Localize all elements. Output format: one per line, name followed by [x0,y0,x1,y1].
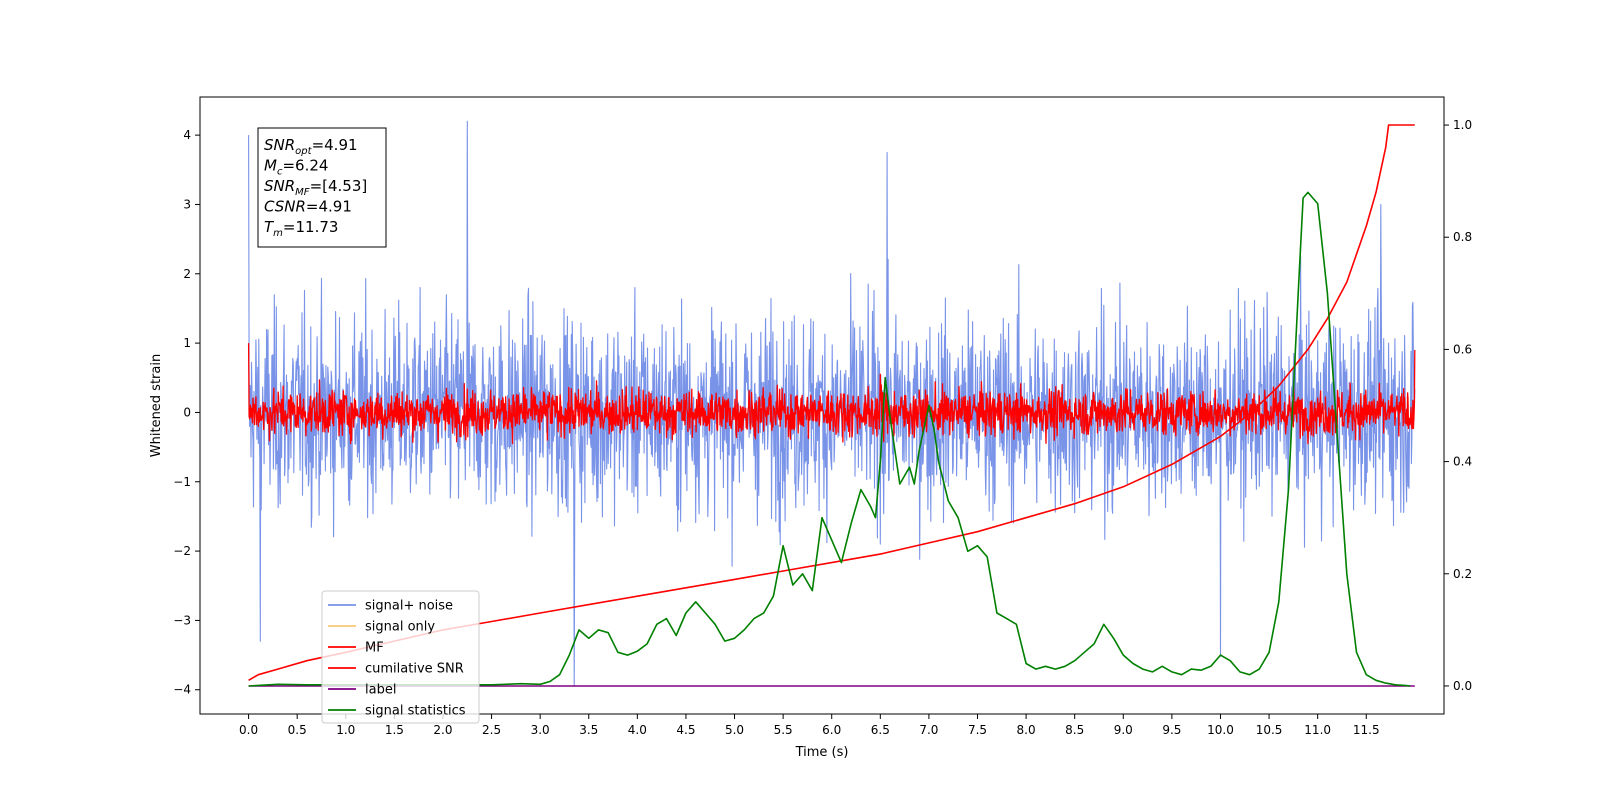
legend-label-mf: MF [365,641,384,656]
y-left-tick-label: −3 [173,613,191,627]
y-left-tick-label: 1 [183,336,191,350]
x-tick-label: 10.5 [1256,723,1283,737]
annotation-line: Tm=11.73 [264,218,338,239]
legend-label-cumilative-snr: cumilative SNR [365,662,464,677]
y-right-tick-label: 0.4 [1453,455,1472,469]
x-tick-label: 9.0 [1114,723,1133,737]
y-axis-left: −4 −3 −2 −1 0 1 2 3 4 [173,128,200,697]
x-tick-label: 1.5 [385,723,404,737]
annotation-line: CSNR=4.91 [264,198,352,216]
annotation-frame [257,127,387,248]
x-tick-label: 3.0 [531,723,550,737]
legend-label-signal-only: signal only [365,620,435,635]
x-tick-label: 9.5 [1162,723,1181,737]
x-tick-label: 0.5 [288,723,307,737]
y-right-tick-label: 0.0 [1453,679,1472,693]
x-tick-label: 10.0 [1207,723,1234,737]
x-tick-label: 5.0 [725,723,744,737]
y-left-tick-label: 4 [183,128,191,142]
x-tick-label: 7.0 [919,723,938,737]
y-left-tick-label: −1 [173,475,191,489]
y-left-tick-label: 0 [183,405,191,419]
x-tick-label: 4.0 [628,723,647,737]
legend-label-label: label [365,683,396,698]
annotation-line: SNRMF=[4.53] [264,177,367,198]
y-right-tick-label: 0.6 [1453,342,1472,356]
series-line-mf [247,343,1416,445]
x-tick-label: 0.0 [239,723,258,737]
legend-label-signal-noise: signal+ noise [365,599,453,614]
x-tick-label: 2.5 [482,723,501,737]
series-line-signal-statistics [248,191,1411,687]
annotation-line: Mc=6.24 [264,157,328,178]
y-right-tick-label: 0.2 [1453,567,1472,581]
y-left-tick-label: −2 [173,544,191,558]
y-right-tick-label: 0.8 [1453,230,1472,244]
y-axis-label: Whitened strain [149,354,164,457]
legend-label-signal-statistics: signal statistics [365,704,466,719]
x-tick-label: 8.0 [1017,723,1036,737]
x-tick-label: 1.0 [336,723,355,737]
plot-frame [199,96,1445,715]
y-axis-right: 0.0 0.2 0.4 0.6 0.8 1.0 [1444,118,1472,693]
legend-frame [321,590,480,724]
x-tick-label: 5.5 [774,723,793,737]
x-tick-label: 6.0 [822,723,841,737]
x-axis-label: Time (s) [795,745,849,760]
x-tick-label: 2.0 [433,723,452,737]
x-tick-label: 11.0 [1304,723,1331,737]
y-left-tick-label: 3 [183,197,191,211]
x-tick-label: 3.5 [579,723,598,737]
y-left-tick-label: 2 [183,267,191,281]
x-tick-label: 8.5 [1065,723,1084,737]
y-left-tick-label: −4 [173,683,191,697]
y-right-tick-label: 1.0 [1453,118,1472,132]
annotation-line: SNRopt=4.91 [264,136,358,157]
x-tick-label: 4.5 [676,723,695,737]
x-tick-label: 6.5 [871,723,890,737]
x-tick-label: 7.5 [968,723,987,737]
x-tick-label: 11.5 [1353,723,1380,737]
x-axis: 0.0 0.5 1.0 1.5 2.0 2.5 3.0 3.5 4.0 4.5 5.0 5.5 6.0 6… [239,714,1380,737]
legend: signal+ noise signal only MF cumilative SNR… [321,590,480,724]
